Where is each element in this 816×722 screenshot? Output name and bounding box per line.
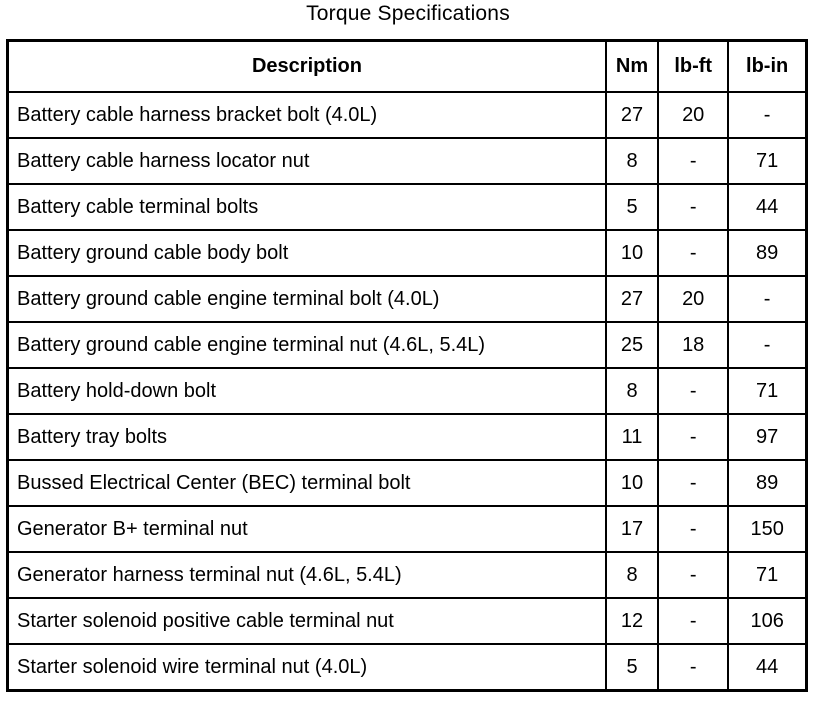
cell-lbin: 150 [727,505,808,553]
cell-lbft: - [657,229,730,277]
cell-lbin: - [727,275,808,323]
cell-lbin: - [727,91,808,139]
cell-lbft: - [657,183,730,231]
table-row: Generator harness terminal nut (4.6L, 5.… [6,551,808,599]
table-row: Battery hold-down bolt 8-71 [6,367,808,415]
cell-lbft: 20 [657,275,730,323]
cell-lbin: 97 [727,413,808,461]
cell-lbft: 18 [657,321,730,369]
cell-lbin: 89 [727,459,808,507]
cell-nm: 27 [604,275,660,323]
cell-lbin: 44 [727,643,808,692]
cell-nm: 5 [604,183,660,231]
cell-lbin: 89 [727,229,808,277]
cell-description: Battery ground cable engine terminal bol… [6,275,607,323]
column-header-nm: Nm [604,39,660,93]
cell-lbin: 71 [727,551,808,599]
table-row: Bussed Electrical Center (BEC) terminal … [6,459,808,507]
column-header-lbin: lb-in [727,39,808,93]
column-header-description: Description [6,39,607,93]
cell-lbin: 44 [727,183,808,231]
cell-nm: 17 [604,505,660,553]
cell-nm: 8 [604,551,660,599]
page-title: Torque Specifications [306,2,510,25]
table-row: Battery ground cable engine terminal nut… [6,321,808,369]
column-header-lbft: lb-ft [657,39,730,93]
cell-nm: 10 [604,459,660,507]
cell-description: Battery tray bolts [6,413,607,461]
table-row: Starter solenoid wire terminal nut (4.0L… [6,643,808,692]
cell-lbft: - [657,505,730,553]
cell-description: Battery cable terminal bolts [6,183,607,231]
table-row: Battery ground cable body bolt 10-89 [6,229,808,277]
table-row: Generator B+ terminal nut 17-150 [6,505,808,553]
cell-nm: 12 [604,597,660,645]
cell-lbft: - [657,643,730,692]
table-row: Battery cable harness locator nut 8-71 [6,137,808,185]
cell-description: Battery ground cable engine terminal nut… [6,321,607,369]
cell-lbft: - [657,597,730,645]
cell-description: Starter solenoid positive cable terminal… [6,597,607,645]
cell-lbft: - [657,459,730,507]
table-row: Battery tray bolts 11-97 [6,413,808,461]
cell-lbin: - [727,321,808,369]
cell-nm: 10 [604,229,660,277]
cell-nm: 5 [604,643,660,692]
cell-lbin: 71 [727,367,808,415]
cell-description: Battery cable harness bracket bolt (4.0L… [6,91,607,139]
cell-description: Starter solenoid wire terminal nut (4.0L… [6,643,607,692]
table-header-row: Description Nm lb-ft lb-in [6,39,808,93]
table-row: Battery cable terminal bolts 5-44 [6,183,808,231]
cell-description: Battery hold-down bolt [6,367,607,415]
torque-spec-table: Description Nm lb-ft lb-in Battery cable… [6,39,808,692]
cell-nm: 8 [604,137,660,185]
table-row: Starter solenoid positive cable terminal… [6,597,808,645]
cell-lbft: 20 [657,91,730,139]
cell-lbin: 106 [727,597,808,645]
cell-nm: 11 [604,413,660,461]
cell-nm: 27 [604,91,660,139]
cell-description: Battery cable harness locator nut [6,137,607,185]
cell-description: Battery ground cable body bolt [6,229,607,277]
cell-lbin: 71 [727,137,808,185]
table-row: Battery ground cable engine terminal bol… [6,275,808,323]
cell-lbft: - [657,413,730,461]
cell-lbft: - [657,367,730,415]
table-row: Battery cable harness bracket bolt (4.0L… [6,91,808,139]
cell-lbft: - [657,137,730,185]
cell-lbft: - [657,551,730,599]
cell-description: Generator harness terminal nut (4.6L, 5.… [6,551,607,599]
cell-description: Generator B+ terminal nut [6,505,607,553]
cell-nm: 25 [604,321,660,369]
cell-nm: 8 [604,367,660,415]
cell-description: Bussed Electrical Center (BEC) terminal … [6,459,607,507]
